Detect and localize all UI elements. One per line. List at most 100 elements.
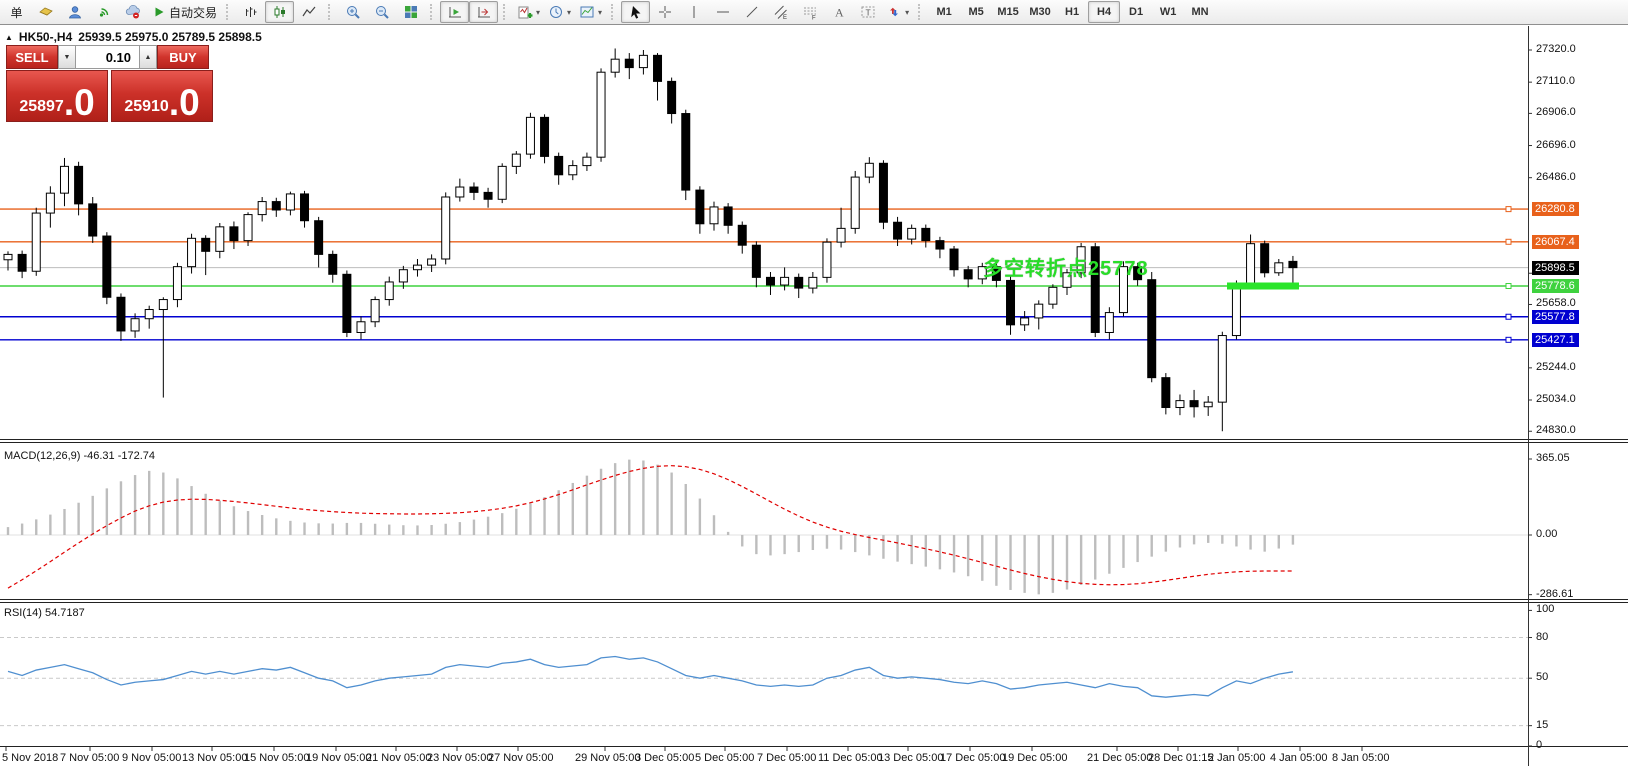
collapse-panel-icon[interactable]: ▲ <box>5 32 13 42</box>
templates-button[interactable]: ▾ <box>575 1 606 23</box>
timeframe-M5[interactable]: M5 <box>968 6 984 18</box>
volume-input[interactable] <box>76 45 139 69</box>
timeframe-MN[interactable]: MN <box>1191 6 1209 18</box>
price-tick-label: 15 <box>1536 718 1549 731</box>
metaeditor-button[interactable] <box>31 1 60 23</box>
horizontal-line-button[interactable] <box>708 1 737 23</box>
volume-decrease-button[interactable]: ▼ <box>58 45 76 69</box>
candle-body <box>1118 266 1128 314</box>
channel-button[interactable]: E <box>766 1 795 23</box>
price-axis[interactable]: 27320.027110.026906.026696.026486.025862… <box>1528 26 1628 774</box>
candle-body <box>1217 335 1227 403</box>
chevron-down-icon[interactable]: ▾ <box>567 7 572 17</box>
candle-body <box>45 192 55 214</box>
indicators-button[interactable]: ▾ <box>513 1 544 23</box>
line-chart-icon <box>301 4 317 20</box>
crosshair-button[interactable] <box>650 1 679 23</box>
timeframe-M15[interactable]: M15 <box>997 6 1019 18</box>
sell-price-main: 25897 <box>19 98 64 115</box>
price-tick-label: 0.00 <box>1536 528 1558 540</box>
timeframe-H1[interactable]: H1 <box>1065 6 1080 18</box>
label-button[interactable]: T <box>853 1 882 23</box>
candle-body <box>59 165 69 194</box>
timeframe-M30[interactable]: M30 <box>1029 6 1051 18</box>
chevron-down-icon[interactable]: ▾ <box>905 7 910 17</box>
candle-body <box>864 162 874 178</box>
shapes-button[interactable]: ▾ <box>882 1 913 23</box>
chevron-down-icon[interactable]: ▾ <box>536 7 541 17</box>
bar-chart-button[interactable] <box>236 1 265 23</box>
candle-body <box>187 237 197 268</box>
chevron-down-icon[interactable]: ▾ <box>598 7 603 17</box>
macd-label: MACD(12,26,9) -46.31 -172.74 <box>4 450 156 462</box>
zoom-in-button[interactable] <box>338 1 367 23</box>
toolbar-separator <box>430 4 436 20</box>
price-tick-label: 25244.0 <box>1536 360 1576 373</box>
price-tick-label: 25658.0 <box>1536 297 1576 310</box>
candle-body <box>653 54 663 82</box>
periods-button[interactable]: ▾ <box>544 1 575 23</box>
trendline-button[interactable] <box>737 1 766 23</box>
date-label: 4 Jan 05:00 <box>1270 752 1328 764</box>
ohlc-values: 25939.5 25975.0 25789.5 25898.5 <box>78 30 262 44</box>
zoom-out-button[interactable] <box>367 1 396 23</box>
candle-body <box>596 71 606 158</box>
sell-button[interactable]: SELL <box>6 45 58 69</box>
candle-body <box>836 227 846 243</box>
chart-area[interactable]: ▲ HK50-,H4 25939.5 25975.0 25789.5 25898… <box>0 26 1628 774</box>
horizontal-line-icon <box>715 4 731 20</box>
date-label: 19 Nov 05:00 <box>306 752 372 764</box>
fibonacci-button[interactable]: F <box>795 1 824 23</box>
candle-body <box>300 193 310 222</box>
sell-price-display[interactable]: 25897.0 <box>6 70 108 122</box>
candle-body <box>342 273 352 333</box>
candle-body <box>74 165 84 205</box>
candle-body <box>540 116 550 157</box>
tile-windows-button[interactable] <box>396 1 425 23</box>
date-label: 23 Nov 05:00 <box>427 752 493 764</box>
toolbar-group <box>338 1 425 23</box>
market-button[interactable] <box>118 1 147 23</box>
toolbar-group: M1 M5 M15 M30 H1 H4 D1 W1 MN <box>928 1 1216 23</box>
timeframe-M1[interactable]: M1 <box>936 6 952 18</box>
support-highlight <box>1227 282 1299 290</box>
timeframe-W1[interactable]: W1 <box>1159 6 1177 18</box>
text-button[interactable]: A <box>824 1 853 23</box>
candle-body <box>116 296 126 332</box>
candle-body <box>582 156 592 167</box>
volume-increase-button[interactable]: ▲ <box>139 45 157 69</box>
timeframe-D1[interactable]: D1 <box>1129 6 1144 18</box>
vertical-line-button[interactable] <box>679 1 708 23</box>
price-tick-label: 27110.0 <box>1536 75 1575 88</box>
new-order-button[interactable]: 单 <box>2 1 31 23</box>
candle-body <box>370 299 380 323</box>
candle-body <box>271 201 281 211</box>
chart-shift-icon <box>476 4 492 20</box>
rsi-line <box>7 655 1294 698</box>
line-handle <box>1505 336 1512 343</box>
candle-body <box>1260 243 1270 274</box>
chart-shift-button[interactable] <box>469 1 499 23</box>
candle-body <box>1090 246 1100 333</box>
candle-body <box>850 176 860 229</box>
candlestick-button[interactable] <box>265 1 295 23</box>
candle-body <box>751 244 761 278</box>
price-badge: 25898.5 <box>1532 260 1579 275</box>
autotrading-button[interactable]: 自动交易 <box>147 1 221 23</box>
candle-body <box>667 80 677 115</box>
metaeditor-icon <box>38 4 54 20</box>
timeframe-H4[interactable]: H4 <box>1088 1 1121 23</box>
cursor-button[interactable] <box>621 1 651 23</box>
buy-price-display[interactable]: 25910.0 <box>111 70 213 122</box>
profile-button[interactable] <box>60 1 89 23</box>
auto-scroll-button[interactable] <box>440 1 470 23</box>
buy-button[interactable]: BUY <box>157 45 209 69</box>
signals-button[interactable] <box>89 1 118 23</box>
candle-body <box>427 258 437 266</box>
line-chart-button[interactable] <box>294 1 323 23</box>
zoom-in-icon <box>345 4 361 20</box>
annotation-text[interactable]: 多空转折点25778 <box>983 258 1149 280</box>
time-axis[interactable]: 5 Nov 2018 7 Nov 05:00 9 Nov 05:00 13 Nov 0… <box>0 748 1628 770</box>
